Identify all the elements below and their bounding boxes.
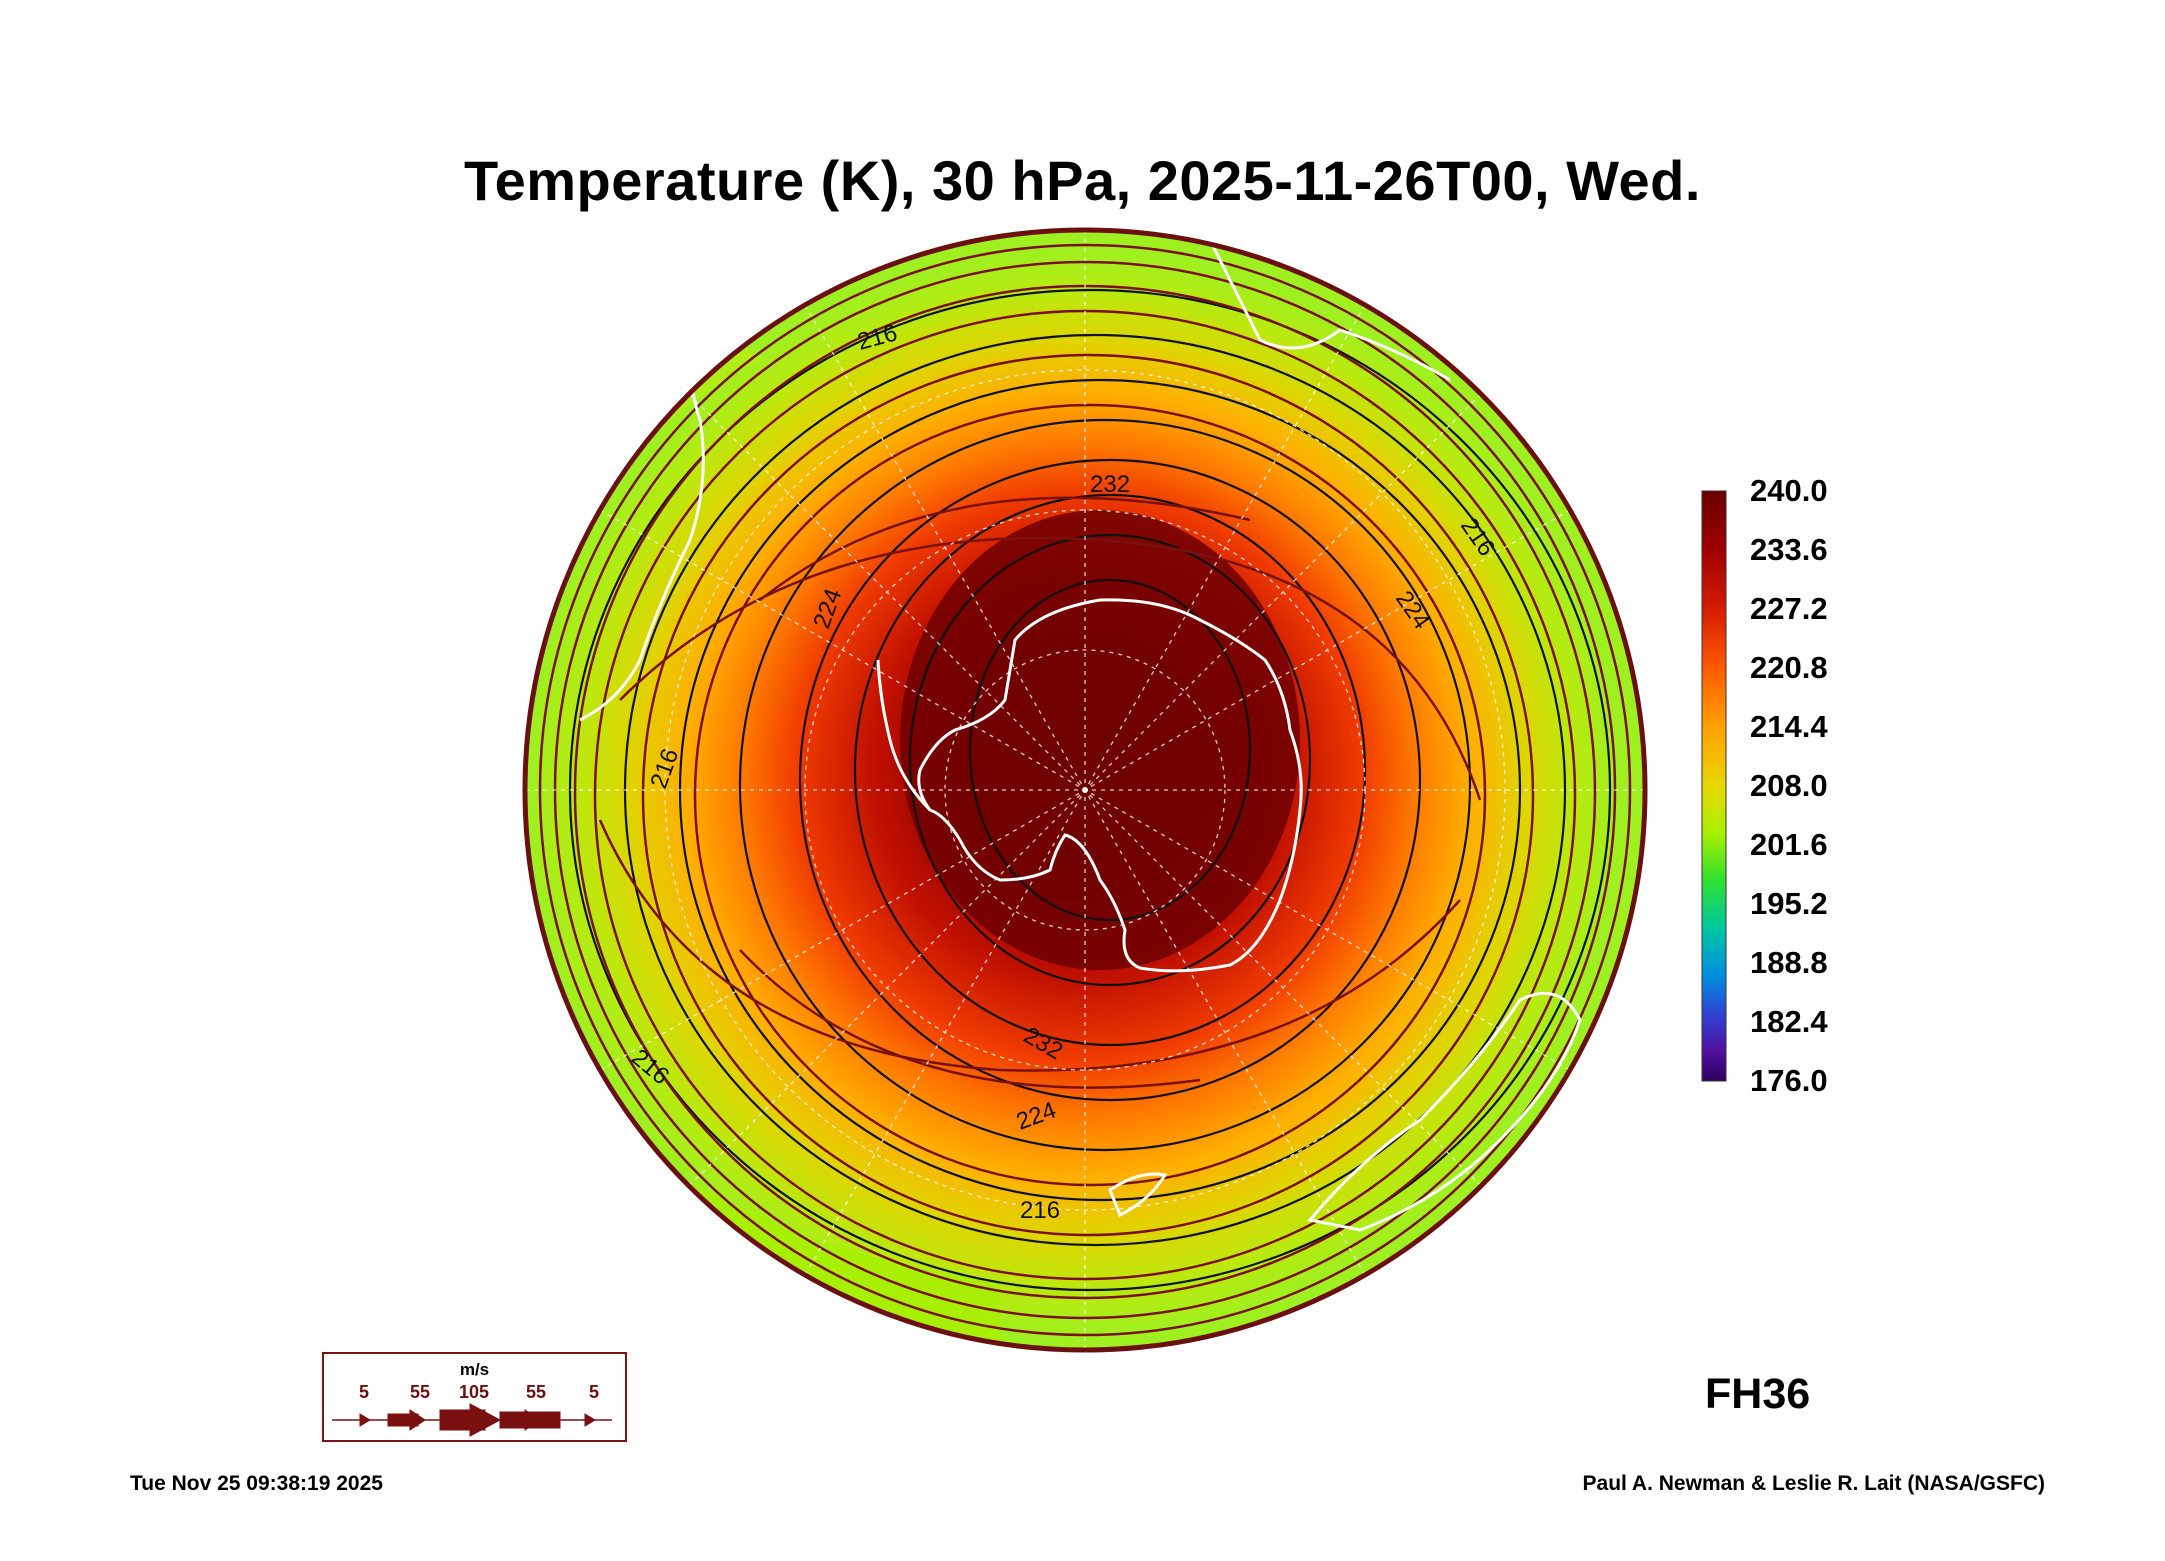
australia-coast xyxy=(1307,991,1582,1232)
warm-core xyxy=(900,510,1300,970)
wind-legend-value: 5 xyxy=(588,1382,600,1402)
colorbar-label: 201.6 xyxy=(1750,827,1828,862)
colorbar-label: 240.0 xyxy=(1750,473,1828,508)
cold-patch-south xyxy=(600,1140,1000,1340)
coastlines xyxy=(579,239,1582,1232)
pole-marker xyxy=(1082,787,1088,793)
antarctic-peninsula-coast xyxy=(876,659,932,812)
colorbar xyxy=(1701,490,1727,1082)
colorbar-label: 233.6 xyxy=(1750,532,1828,567)
wind-legend-value: 55 xyxy=(525,1382,547,1402)
colorbar-label: 214.4 xyxy=(1750,709,1828,744)
wind-legend: m/s 5 55 105 55 5 xyxy=(322,1352,627,1442)
contour-label: 232 xyxy=(1090,471,1130,498)
forecast-hour: FH36 xyxy=(1705,1370,1811,1418)
wind-streamlines xyxy=(538,243,1632,1337)
wind-legend-unit: m/s xyxy=(459,1360,490,1379)
colorbar-label: 208.0 xyxy=(1750,768,1828,803)
colorbar-label: 220.8 xyxy=(1750,650,1828,685)
colorbar-label: 195.2 xyxy=(1750,886,1828,921)
page-title: Temperature (K), 30 hPa, 2025-11-26T00, … xyxy=(464,149,1701,212)
wind-legend-value: 5 xyxy=(358,1382,370,1402)
generated-timestamp: Tue Nov 25 09:38:19 2025 xyxy=(130,1472,383,1495)
credit-line: Paul A. Newman & Leslie R. Lait (NASA/GS… xyxy=(1582,1472,2045,1495)
africa-coast xyxy=(1208,239,1451,382)
temperature-contours xyxy=(568,288,1612,1292)
new-zealand-coast xyxy=(1108,1172,1168,1218)
contour-label: 216 xyxy=(1020,1197,1060,1224)
colorbar-label: 182.4 xyxy=(1750,1004,1828,1039)
antarctica-coast xyxy=(917,598,1303,973)
colorbar-label: 188.8 xyxy=(1750,945,1828,980)
wind-legend-value: 55 xyxy=(409,1382,431,1402)
colorbar-label: 176.0 xyxy=(1750,1063,1828,1098)
wind-speed-scale xyxy=(332,1403,612,1437)
map-rim xyxy=(522,227,1648,1353)
colorbar-label: 227.2 xyxy=(1750,591,1828,626)
wind-legend-value: 105 xyxy=(458,1382,490,1402)
